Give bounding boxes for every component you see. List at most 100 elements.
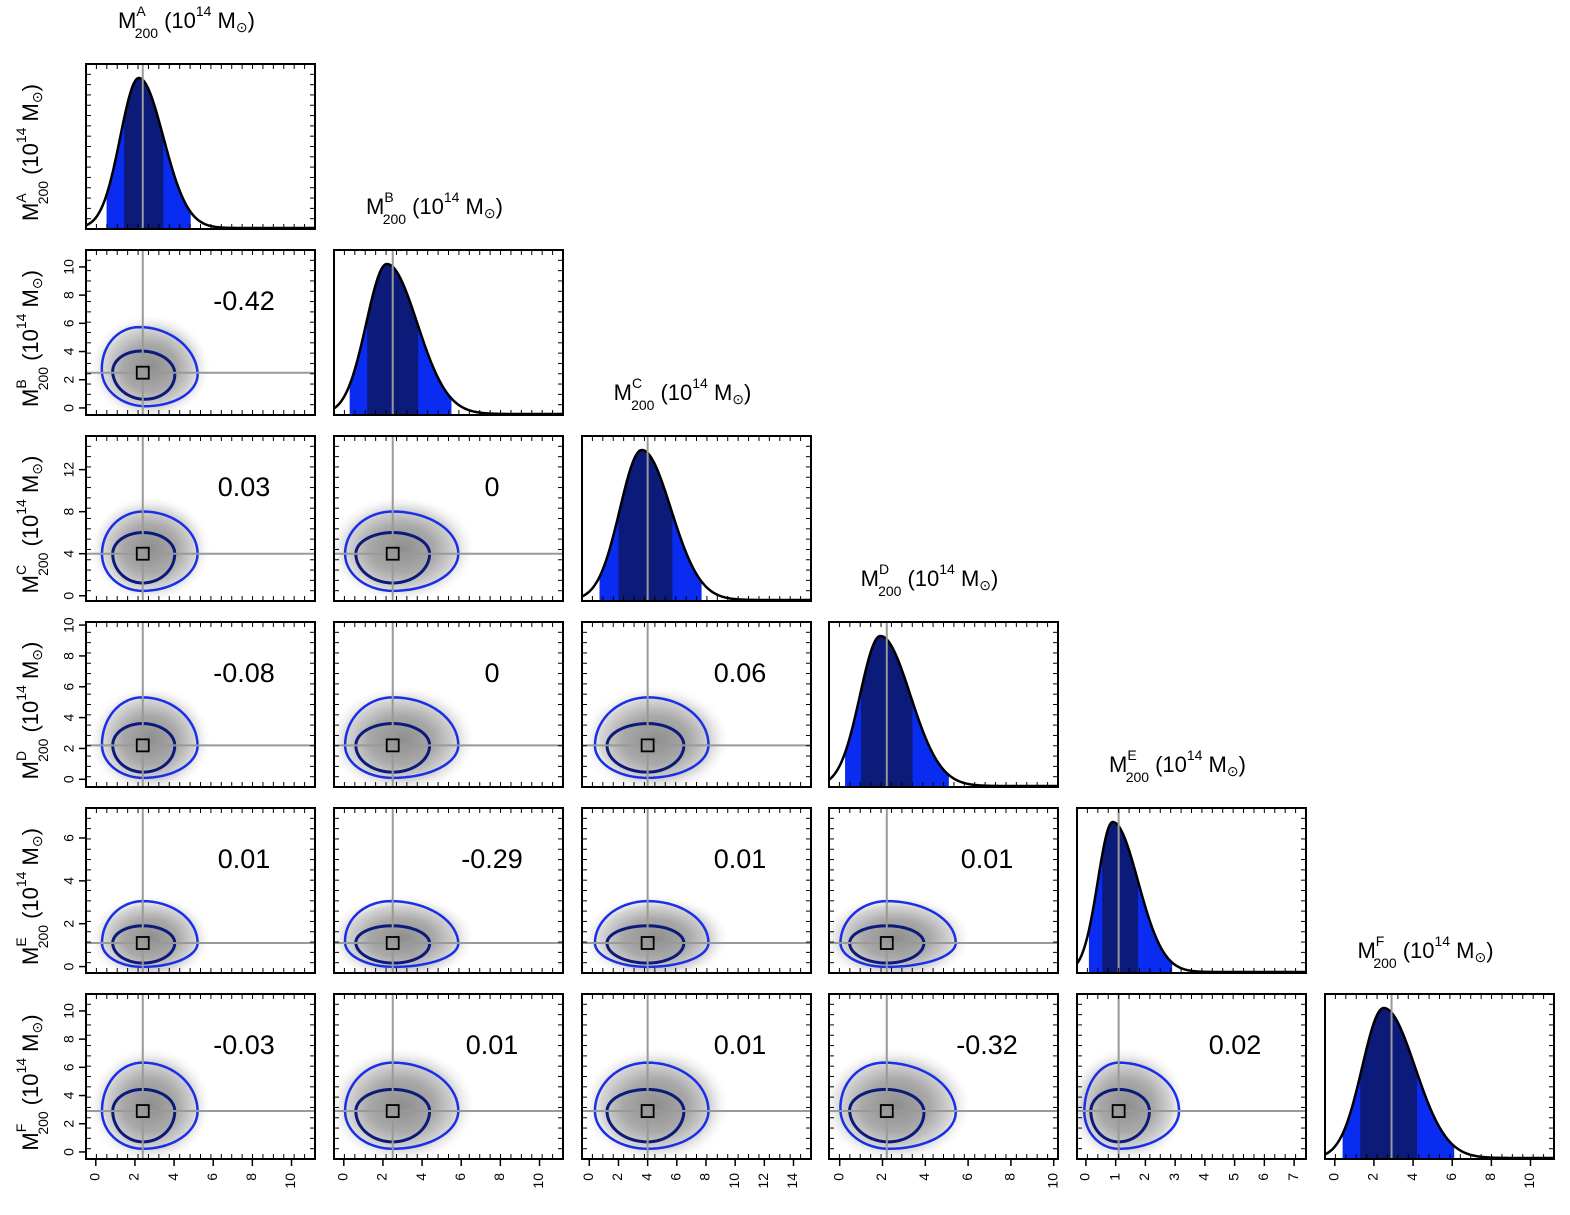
label-unit-suffix: M [211, 8, 235, 33]
best-fit-marker [385, 738, 400, 753]
density-shading [829, 1047, 971, 1159]
label-unit-exp: 14 [939, 561, 955, 577]
label-unit-prefix: (10 [18, 887, 43, 919]
correlation-coefficient: 0.06 [714, 658, 767, 688]
label-sun-symbol: ⊙ [979, 577, 991, 593]
x-tick-label: 4 [413, 1173, 429, 1181]
label-unit-prefix: (10 [18, 143, 43, 175]
x-tick-label: 7 [1285, 1173, 1301, 1181]
y-tick-label: 2 [61, 376, 77, 384]
label-unit-exp: 14 [1187, 747, 1203, 763]
x-tick-label: 0 [86, 1173, 102, 1181]
x-tick-label: 8 [1482, 1173, 1498, 1181]
joint-panel-D-F: -0.32 [828, 993, 1059, 1160]
label-unit-exp: 14 [13, 313, 29, 329]
y-tick-label: 12 [61, 462, 77, 478]
label-base: M [118, 8, 136, 33]
column-title-A: MA 200 (1014 M⊙) [118, 3, 255, 41]
label-unit-exp: 14 [13, 1058, 29, 1074]
label-sub: 200 [1373, 955, 1397, 971]
label-unit-exp: 14 [196, 3, 212, 19]
label-unit-close: ) [991, 566, 998, 591]
best-fit-marker [135, 365, 150, 380]
best-fit-marker [879, 936, 894, 950]
label-base: M [366, 194, 384, 219]
x-tick-label: 6 [1255, 1173, 1271, 1181]
x-tick-label: 5 [1225, 1173, 1241, 1181]
label-sup: D [879, 561, 889, 577]
best-fit-marker [135, 546, 150, 561]
label-unit-prefix: (10 [660, 380, 692, 405]
label-sub: 200 [135, 25, 159, 41]
label-base: M [18, 947, 43, 965]
x-tick-label: 6 [959, 1173, 975, 1181]
best-fit-marker [385, 1104, 400, 1118]
label-unit-close: ) [18, 828, 43, 835]
label-sun-symbol: ⊙ [29, 277, 45, 289]
marginal-panel-C [581, 435, 812, 602]
y-tick-label: 8 [61, 291, 77, 299]
x-tick-label: 4 [916, 1173, 932, 1181]
row-label-A: MA 200(1014 M⊙) [13, 84, 51, 221]
row-label-E: ME 200(1014 M⊙) [13, 828, 51, 965]
label-sub: 200 [35, 367, 51, 391]
label-unit-suffix: M [18, 475, 43, 499]
column-title-B: MB 200 (1014 M⊙) [366, 189, 503, 227]
best-fit-marker [879, 1104, 894, 1118]
correlation-coefficient: -0.08 [213, 658, 275, 688]
x-tick-label: 2 [1365, 1173, 1381, 1181]
correlation-coefficient: 0.01 [714, 1030, 767, 1060]
x-tick-label: 4 [638, 1173, 654, 1181]
label-sup: B [384, 189, 393, 205]
x-tick-label: 10 [726, 1173, 742, 1189]
joint-panel-A-E: 0.01 [85, 807, 316, 974]
label-sup: D [13, 751, 29, 761]
label-base: M [1357, 938, 1375, 963]
marginal-panel-E [1075, 807, 1307, 974]
x-tick-label: 0 [334, 1173, 350, 1181]
density-shading [89, 1047, 211, 1159]
x-tick-label: 2 [126, 1173, 142, 1181]
best-fit-marker [640, 936, 655, 950]
label-base: M [861, 566, 879, 591]
row-label-C: MC 200(1014 M⊙) [13, 456, 51, 594]
label-unit-suffix: M [1450, 938, 1474, 963]
best-fit-marker [640, 738, 655, 753]
label-sub: 200 [35, 552, 51, 576]
label-unit-close: ) [18, 270, 43, 277]
density-shading [89, 895, 211, 973]
y-tick-label: 4 [61, 877, 77, 885]
y-tick-label: 8 [61, 1035, 77, 1043]
label-sun-symbol: ⊙ [29, 463, 45, 475]
label-unit-prefix: (10 [1403, 938, 1435, 963]
label-sun-symbol: ⊙ [29, 1022, 45, 1034]
label-unit-prefix: (10 [18, 515, 43, 547]
label-unit-exp: 14 [1434, 933, 1450, 949]
y-tick-label: 4 [61, 550, 77, 558]
label-unit-suffix: M [18, 289, 43, 313]
x-tick-label: 1 [1106, 1173, 1122, 1181]
x-tick-label: 8 [491, 1173, 507, 1181]
x-tick-label: 12 [755, 1173, 771, 1189]
x-tick-label: 0 [830, 1173, 846, 1181]
label-sun-symbol: ⊙ [29, 835, 45, 847]
y-tick-label: 4 [61, 347, 77, 355]
joint-panel-E-F: 0.02 [1076, 993, 1307, 1160]
label-sub: 200 [878, 583, 902, 599]
column-title-E: ME 200 (1014 M⊙) [1109, 747, 1246, 785]
label-unit-exp: 14 [692, 375, 708, 391]
label-sup: C [13, 565, 29, 575]
label-unit-close: ) [18, 642, 43, 649]
density-curve-D [828, 634, 1058, 788]
label-sun-symbol: ⊙ [29, 91, 45, 103]
label-unit-exp: 14 [13, 499, 29, 515]
label-unit-close: ) [18, 1014, 43, 1021]
density-curve-B [333, 262, 563, 416]
x-tick-label: 0 [580, 1173, 596, 1181]
